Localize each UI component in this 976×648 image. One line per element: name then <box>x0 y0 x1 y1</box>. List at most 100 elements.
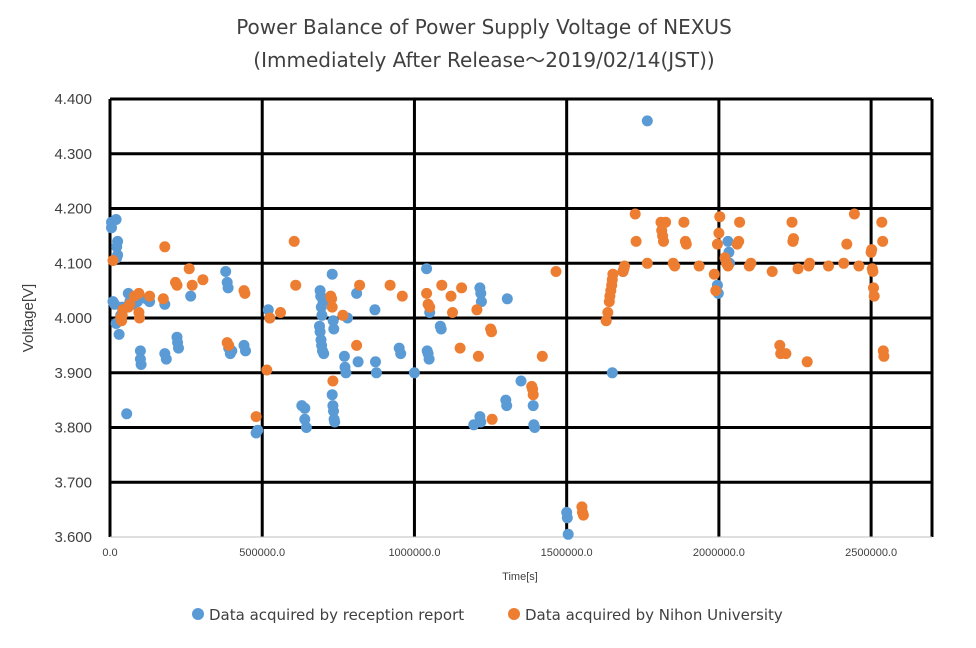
series-reception-report <box>106 115 735 540</box>
y-tick-label: 4.400 <box>54 91 92 108</box>
data-point <box>352 356 364 368</box>
data-point <box>577 509 589 521</box>
data-point <box>421 263 433 275</box>
data-point <box>713 227 725 239</box>
data-point <box>186 279 198 291</box>
y-axis-label: Voltage[V] <box>20 284 37 352</box>
data-point <box>223 339 235 351</box>
data-point <box>841 238 853 250</box>
y-tick-label: 3.700 <box>54 474 92 491</box>
data-point <box>501 400 513 412</box>
x-tick-label: 500000.0 <box>239 547 285 559</box>
data-point <box>112 235 124 247</box>
data-point <box>868 290 880 302</box>
data-point <box>110 214 122 225</box>
data-point <box>562 528 574 540</box>
data-point <box>456 282 468 294</box>
data-point <box>240 345 251 357</box>
data-point <box>878 350 890 362</box>
data-point <box>515 375 527 387</box>
data-points <box>106 115 890 540</box>
x-tick-label: 2500000.0 <box>845 547 897 559</box>
data-point <box>107 255 119 266</box>
data-point <box>501 293 513 305</box>
data-point <box>370 367 382 379</box>
data-point <box>290 279 302 291</box>
data-point <box>486 413 498 425</box>
data-point <box>734 216 746 228</box>
data-point <box>708 268 720 280</box>
legend-label-nihon: Data acquired by Nihon University <box>525 606 783 624</box>
data-point <box>369 304 381 316</box>
data-point <box>329 416 341 428</box>
data-point <box>866 244 878 256</box>
y-axis-ticks: 3.600 3.700 3.800 3.900 4.000 4.100 4.200 4.300… <box>54 91 92 546</box>
data-point <box>423 353 435 365</box>
data-point <box>239 287 251 299</box>
legend-label-reception: Data acquired by reception report <box>209 606 464 624</box>
data-point <box>853 260 865 272</box>
x-axis-label: Time[s] <box>502 571 538 583</box>
data-point <box>384 279 396 291</box>
data-point <box>745 257 757 269</box>
data-point <box>711 238 723 250</box>
data-point <box>327 315 339 327</box>
data-point <box>561 512 573 524</box>
data-point <box>395 348 407 360</box>
data-point <box>222 282 234 294</box>
data-point <box>113 328 125 340</box>
data-point <box>722 235 734 247</box>
data-point <box>475 287 487 299</box>
y-tick-label: 4.200 <box>54 201 92 218</box>
data-point <box>680 238 692 250</box>
data-point <box>630 235 642 247</box>
data-point <box>733 235 745 247</box>
data-point <box>774 339 786 351</box>
data-point <box>275 307 286 318</box>
x-tick-label: 1500000.0 <box>541 547 593 559</box>
data-point <box>868 282 879 294</box>
x-tick-label: 0.0 <box>102 547 117 559</box>
data-point <box>710 285 722 297</box>
data-point <box>722 260 734 272</box>
data-point <box>264 312 276 324</box>
data-point <box>607 268 619 280</box>
data-point <box>326 301 338 313</box>
data-point <box>629 208 641 220</box>
data-point <box>317 296 329 308</box>
data-point <box>173 342 184 354</box>
grid-lines <box>108 97 934 538</box>
data-point <box>536 350 548 362</box>
data-point <box>316 309 328 321</box>
data-point <box>351 339 363 351</box>
data-point <box>314 326 326 338</box>
data-point <box>318 348 330 360</box>
data-point <box>134 345 146 357</box>
data-point <box>471 304 483 316</box>
data-point <box>804 257 816 269</box>
data-point <box>421 287 433 299</box>
data-point <box>788 233 799 245</box>
data-point <box>792 263 804 275</box>
data-point <box>838 257 850 269</box>
data-point <box>550 266 562 277</box>
data-point <box>447 307 458 318</box>
data-point <box>157 293 169 305</box>
data-point <box>714 211 726 223</box>
data-point <box>693 260 705 272</box>
data-point <box>185 290 197 302</box>
data-point <box>801 356 813 368</box>
series-nihon-university <box>107 208 890 521</box>
data-point <box>338 350 350 362</box>
data-point <box>660 216 672 228</box>
data-point <box>197 274 209 286</box>
data-point <box>848 208 860 220</box>
y-tick-label: 4.100 <box>54 255 92 272</box>
data-point <box>786 216 798 228</box>
data-point <box>527 389 539 401</box>
data-point <box>600 315 612 327</box>
data-point <box>408 367 420 379</box>
data-point <box>867 266 879 277</box>
